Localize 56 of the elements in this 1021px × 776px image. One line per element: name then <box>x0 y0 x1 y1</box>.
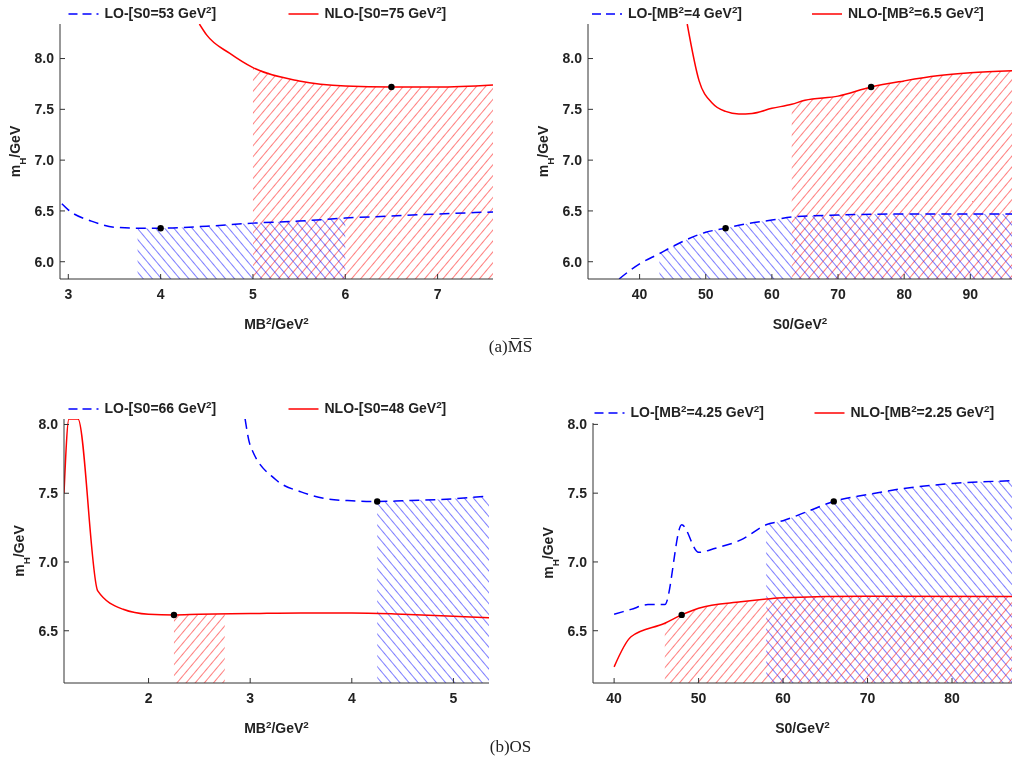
legend-label: NLO-[S0=48 GeV$^{2}$] <box>324 398 447 416</box>
legend-label: LO-[MB$^{2}$=4 GeV$^{2}$] <box>628 3 742 21</box>
y-tick-label: 6.5 <box>34 202 55 219</box>
x-tick-label: 6 <box>341 286 350 302</box>
y-tick-label: 7.0 <box>38 553 59 570</box>
x-tick-label: 3 <box>246 690 255 706</box>
y-tick-label: 8.0 <box>562 50 583 67</box>
x-tick-label: 80 <box>944 690 961 706</box>
y-tick-label: 6.5 <box>562 202 583 219</box>
y-tick-label: 6.5 <box>38 622 59 639</box>
y-tick-label: 7.0 <box>562 152 583 169</box>
legend-label: LO-[S0=66 GeV$^{2}$] <box>104 398 217 416</box>
text: (a)M̅S̅ <box>488 337 533 356</box>
y-tick-label: 7.5 <box>34 101 55 118</box>
legend-label: NLO-[MB$^{2}$=2.25 GeV$^{2}$] <box>850 402 995 420</box>
x-axis-title: MB$^{2}$/GeV$^{2}$ <box>244 718 310 736</box>
x-tick-label: 50 <box>697 286 714 302</box>
line-series <box>613 480 1012 615</box>
text: (b)OS <box>489 737 532 756</box>
y-tick-label: 8.0 <box>567 416 588 433</box>
x-axis-title: S0/GeV$^{2}$ <box>775 718 831 736</box>
x-axis-title: MB$^{2}$/GeV$^{2}$ <box>244 314 310 332</box>
x-tick-label: 40 <box>606 690 623 706</box>
line-series <box>64 419 489 619</box>
y-tick-label: 6.5 <box>567 622 588 639</box>
x-axis-title: S0/GeV$^{2}$ <box>772 314 828 332</box>
x-tick-label: 80 <box>896 286 913 302</box>
x-tick-label: 40 <box>631 286 648 302</box>
line-series <box>613 595 1012 668</box>
x-tick-label: 5 <box>449 690 458 706</box>
x-tick-label: 50 <box>690 690 707 706</box>
x-tick-label: 60 <box>775 690 792 706</box>
legend-label: NLO-[S0=75 GeV$^{2}$] <box>324 3 447 21</box>
x-tick-label: 2 <box>144 690 153 706</box>
x-tick-label: 4 <box>156 286 165 302</box>
y-tick-label: 7.0 <box>34 152 55 169</box>
y-tick-label: 8.0 <box>38 416 59 433</box>
x-tick-label: 70 <box>830 286 847 302</box>
x-tick-label: 3 <box>64 286 73 302</box>
y-tick-label: 7.5 <box>562 101 583 118</box>
y-tick-label: 7.0 <box>567 553 588 570</box>
x-tick-label: 5 <box>249 286 258 302</box>
x-tick-label: 60 <box>764 286 780 302</box>
y-tick-label: 6.0 <box>34 253 55 270</box>
y-tick-label: 7.5 <box>38 485 59 502</box>
legend-label: LO-[MB$^{2}$=4.25 GeV$^{2}$] <box>630 402 764 420</box>
x-tick-label: 4 <box>347 690 356 706</box>
line-series <box>686 24 1012 115</box>
x-tick-label: 90 <box>962 286 979 302</box>
legend-label: NLO-[MB$^{2}$=6.5 GeV$^{2}$] <box>848 3 984 21</box>
y-tick-label: 6.0 <box>562 253 583 270</box>
x-tick-label: 70 <box>859 690 876 706</box>
legend-label: LO-[S0=53 GeV$^{2}$] <box>104 3 217 21</box>
x-tick-label: 7 <box>433 286 442 302</box>
y-tick-label: 7.5 <box>567 485 588 502</box>
y-tick-label: 8.0 <box>34 50 55 67</box>
